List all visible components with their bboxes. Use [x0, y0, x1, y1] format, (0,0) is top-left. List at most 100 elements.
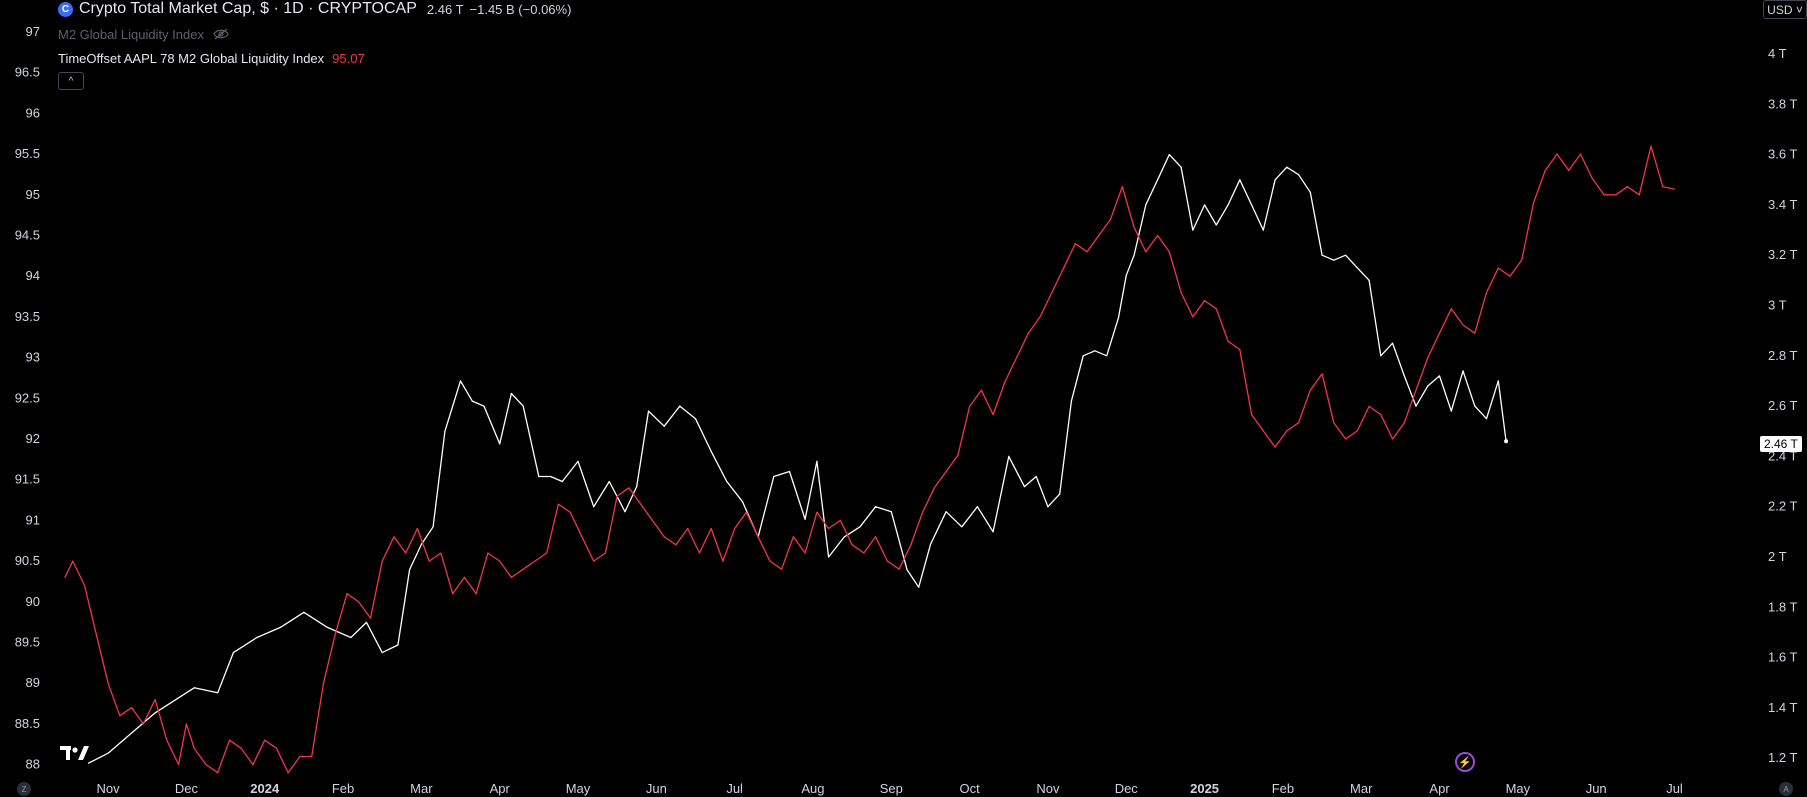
m2-data-point	[980, 389, 983, 391]
m2-data-point	[1192, 316, 1194, 318]
crypto-data-point	[976, 506, 979, 508]
crypto-data-point	[432, 526, 434, 528]
m2-data-point	[119, 715, 121, 717]
lightning-icon[interactable]: ⚡	[1455, 752, 1475, 772]
m2-data-point	[1462, 324, 1464, 326]
crypto-data-point	[918, 586, 920, 588]
m2-data-point	[1251, 414, 1253, 416]
m2-data-point	[346, 593, 348, 595]
m2-data-point	[593, 560, 595, 562]
m2-data-point	[1168, 251, 1170, 253]
m2-data-point	[185, 723, 187, 725]
auto-scale-button[interactable]: A	[1779, 782, 1793, 796]
m2-data-point	[722, 560, 724, 562]
left-axis-tick-label: 93	[26, 350, 40, 365]
m2-data-point	[1650, 145, 1652, 147]
tradingview-logo-icon[interactable]	[60, 742, 90, 767]
m2-data-point	[663, 536, 665, 538]
left-axis-tick-label: 90.5	[15, 553, 40, 568]
right-axis-tick-label: 1.4 T	[1768, 700, 1797, 715]
m2-data-point	[534, 560, 536, 562]
zoom-reset-button[interactable]: Z	[17, 782, 31, 796]
m2-data-point	[1356, 430, 1358, 432]
m2-data-point	[910, 544, 912, 546]
m2-data-point	[1016, 357, 1018, 359]
crypto-data-point	[483, 405, 485, 407]
series-layer	[64, 145, 1676, 774]
m2-data-point	[1603, 194, 1605, 196]
crypto-data-point	[420, 543, 422, 546]
crypto-data-point	[843, 536, 845, 538]
crypto-data-point	[538, 475, 540, 478]
right-axis-tick-label: 4 T	[1768, 46, 1787, 61]
m2-data-point	[792, 536, 795, 538]
m2-data-point	[1227, 340, 1229, 342]
offset-indicator-title[interactable]: TimeOffset AAPL 78 M2 Global Liquidity I…	[58, 50, 325, 66]
crypto-market-cap-line	[88, 153, 1507, 764]
m2-data-point	[1568, 169, 1570, 171]
m2-data-point	[358, 601, 360, 603]
crypto-data-point	[624, 511, 626, 513]
offset-indicator-legend[interactable]: TimeOffset AAPL 78 M2 Global Liquidity I…	[58, 49, 571, 67]
time-axis-label: Aug	[801, 781, 824, 796]
crypto-data-point	[1145, 204, 1147, 206]
crypto-data-point	[561, 480, 563, 483]
m2-data-point	[205, 764, 207, 766]
crypto-data-point	[326, 626, 328, 629]
offset-indicator-value: 95.07	[332, 50, 365, 66]
m2-data-point	[546, 552, 548, 554]
m2-data-point	[1544, 169, 1546, 171]
m2-data-point	[299, 755, 301, 758]
crypto-data-point	[365, 621, 368, 624]
chart-legend: C Crypto Total Market Cap, $ · 1D · CRYP…	[58, 0, 571, 90]
eye-off-icon[interactable]	[213, 28, 229, 40]
m2-data-point	[1239, 348, 1241, 351]
crypto-data-point	[788, 470, 791, 473]
crypto-data-point	[945, 511, 947, 513]
m2-data-point	[107, 682, 109, 684]
m2-data-point	[381, 560, 383, 562]
m2-data-point	[933, 487, 936, 489]
m2-data-point	[604, 552, 607, 554]
time-axis-label: Feb	[332, 781, 354, 796]
m2-data-point	[142, 723, 144, 725]
m2-data-point	[898, 568, 900, 570]
hidden-indicator-legend[interactable]: M2 Global Liquidity Index	[58, 25, 571, 43]
crypto-data-point	[1023, 486, 1025, 488]
main-series-legend[interactable]: C Crypto Total Market Cap, $ · 1D · CRYP…	[58, 0, 571, 18]
right-axis-tick-label: 3.4 T	[1768, 197, 1797, 212]
crypto-data-point	[647, 410, 650, 412]
left-axis-tick-label: 90	[26, 594, 40, 609]
m2-data-point	[1380, 414, 1382, 416]
m2-data-point	[510, 576, 512, 579]
crypto-data-point	[1070, 400, 1072, 402]
crypto-data-point	[1059, 493, 1061, 495]
crypto-data-point	[459, 380, 462, 382]
collapse-legend-button[interactable]: ^	[58, 72, 84, 90]
hidden-indicator-title[interactable]: M2 Global Liquidity Index	[58, 26, 204, 42]
m2-data-point	[440, 552, 442, 554]
time-axis: Nov Dec 2024 Feb Mar Apr May Jun Jul Aug Sep Oct Nov…	[97, 781, 1683, 796]
crypto-data-point	[397, 644, 399, 646]
m2-data-point	[228, 739, 231, 741]
m2-data-point	[1204, 300, 1206, 302]
m2-data-point	[675, 544, 677, 546]
crypto-data-point	[381, 652, 383, 654]
crypto-data-point	[1157, 179, 1159, 181]
crypto-data-point	[1415, 405, 1417, 407]
crypto-data-point	[510, 392, 512, 395]
symbol-title[interactable]: Crypto Total Market Cap, $ · 1D · CRYPTO…	[79, 0, 417, 17]
m2-data-point	[1485, 291, 1488, 294]
right-axis-tick-label: 2.4 T	[1768, 448, 1797, 463]
crypto-data-point	[1380, 355, 1382, 357]
currency-selector[interactable]: USD ˅	[1763, 0, 1807, 19]
crypto-data-point	[1333, 259, 1335, 261]
right-axis-tick-label: 2.6 T	[1768, 398, 1797, 413]
m2-data-point	[851, 544, 853, 546]
m2-data-point	[1626, 186, 1629, 188]
crypto-data-point	[1274, 179, 1276, 181]
m2-data-point	[640, 503, 642, 505]
m2-data-point	[1157, 234, 1159, 237]
crypto-data-point	[804, 518, 806, 520]
